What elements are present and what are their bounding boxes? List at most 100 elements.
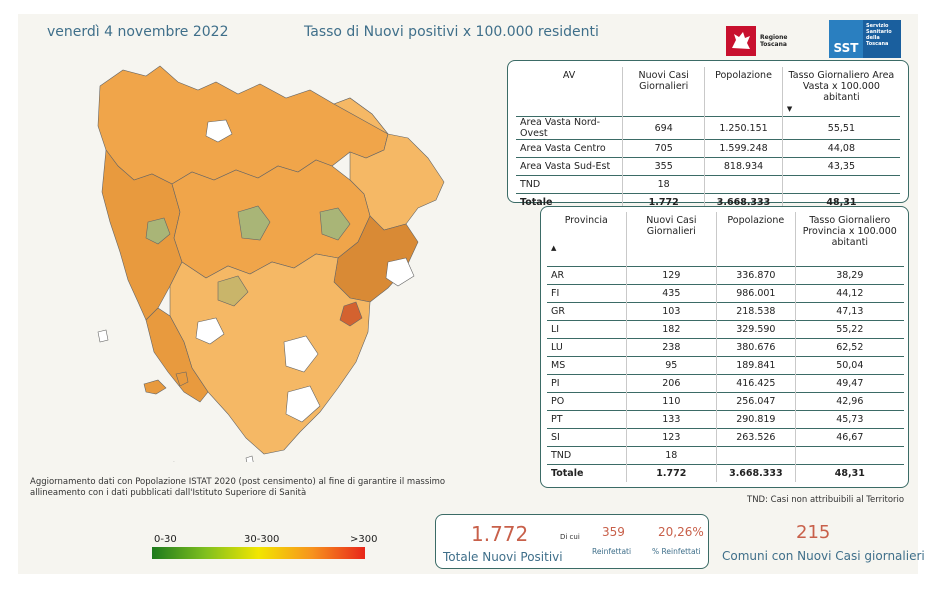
av-table-panel: AV Nuovi Casi Giornalieri Popolazione Ta…: [507, 60, 909, 211]
av-cell: 355: [622, 157, 706, 176]
report-date: venerdì 4 novembre 2022: [47, 24, 229, 40]
prov-cell: 290.819: [716, 410, 796, 429]
map-area-white-3: [195, 317, 225, 345]
prov-header-provincia[interactable]: Provincia ▲: [547, 212, 627, 267]
prov-total-cell: 1.772: [626, 464, 718, 482]
legend-low-label: 0-30: [154, 534, 177, 545]
prov-cell: 103: [626, 302, 718, 321]
prov-row[interactable]: FI 435 986.001 44,12: [547, 284, 904, 303]
av-row[interactable]: Area Vasta Centro 705 1.599.248 44,08: [516, 139, 900, 158]
prov-cell: 123: [626, 428, 718, 447]
av-header-cases[interactable]: Nuovi Casi Giornalieri: [622, 67, 706, 117]
kpi-total-label: Totale Nuovi Positivi: [443, 550, 563, 564]
av-header-area[interactable]: AV: [516, 67, 624, 117]
prov-cell: 49,47: [795, 374, 904, 393]
prov-cell: 182: [626, 320, 718, 339]
map-area-green-1: [237, 205, 271, 241]
toscana-choropleth-map[interactable]: [88, 62, 453, 471]
prov-row[interactable]: PI 206 416.425 49,47: [547, 374, 904, 393]
av-header-rate[interactable]: Tasso Giornaliero Area Vasta x 100.000 a…: [786, 70, 895, 113]
prov-cell: 986.001: [716, 284, 796, 303]
map-area-island-elba: [143, 379, 167, 395]
prov-cell: 46,67: [795, 428, 904, 447]
prov-row[interactable]: LI 182 329.590 55,22: [547, 320, 904, 339]
kpi-total-value: 1.772: [471, 522, 529, 546]
prov-cell: 189.841: [716, 356, 796, 375]
prov-cell: 218.538: [716, 302, 796, 321]
prov-cell: 44,12: [795, 284, 904, 303]
prov-cell: 42,96: [795, 392, 904, 411]
prov-cell: PO: [547, 392, 627, 411]
prov-row[interactable]: TND 18: [547, 446, 904, 465]
kpi-comuni-label: Comuni con Nuovi Casi giornalieri: [722, 549, 925, 563]
map-area-island-small: [97, 329, 109, 343]
prov-cell: 129: [626, 266, 718, 285]
prov-row[interactable]: LU 238 380.676 62,52: [547, 338, 904, 357]
map-area-white-4: [385, 257, 415, 287]
kpi-reinfected-value: 359: [602, 525, 625, 539]
av-row[interactable]: Area Vasta Nord-Ovest 694 1.250.151 55,51: [516, 116, 900, 140]
legend-gradient-bar: [152, 547, 365, 559]
prov-cell: 256.047: [716, 392, 796, 411]
prov-cell: AR: [547, 266, 627, 285]
av-cell: 694: [622, 116, 706, 140]
prov-total-cell: 3.668.333: [716, 464, 796, 482]
prov-cell: GR: [547, 302, 627, 321]
prov-row[interactable]: PO 110 256.047 42,96: [547, 392, 904, 411]
prov-cell: 110: [626, 392, 718, 411]
prov-cell: LU: [547, 338, 627, 357]
av-cell: 818.934: [704, 157, 783, 176]
av-cell: [782, 175, 900, 194]
prov-header-rate[interactable]: Tasso Giornaliero Provincia x 100.000 ab…: [802, 215, 897, 248]
prov-row[interactable]: AR 129 336.870 38,29: [547, 266, 904, 285]
map-area-north: [97, 65, 389, 185]
prov-row[interactable]: PT 133 290.819 45,73: [547, 410, 904, 429]
map-area-white-1: [283, 335, 319, 373]
prov-cell: 329.590: [716, 320, 796, 339]
av-cell: [704, 175, 783, 194]
prov-cell: [795, 446, 904, 465]
sort-desc-icon[interactable]: ▼: [786, 105, 793, 113]
av-cell: 55,51: [782, 116, 900, 140]
prov-total-row: Totale 1.772 3.668.333 48,31: [547, 464, 904, 482]
prov-row[interactable]: SI 123 263.526 46,67: [547, 428, 904, 447]
prov-total-cell: Totale: [547, 464, 627, 482]
av-header-population[interactable]: Popolazione: [704, 67, 783, 117]
prov-cell: 62,52: [795, 338, 904, 357]
av-row[interactable]: TND 18: [516, 175, 900, 194]
legend-mid-label: 30-300: [244, 534, 280, 545]
prov-header-cases[interactable]: Nuovi Casi Giornalieri: [626, 212, 718, 267]
kpi-comuni-value: 215: [796, 522, 831, 543]
map-area-white-5: [205, 119, 233, 143]
sort-asc-icon[interactable]: ▲: [551, 244, 557, 252]
map-area-south-west: [145, 307, 209, 403]
legend-high-label: >300: [350, 534, 378, 545]
av-row[interactable]: Area Vasta Sud-Est 355 818.934 43,35: [516, 157, 900, 176]
prov-header-population[interactable]: Popolazione: [716, 212, 796, 267]
province-table-panel: Provincia ▲ Nuovi Casi Giornalieri Popol…: [540, 206, 909, 488]
color-legend: 0-30 30-300 >300: [152, 534, 377, 559]
prov-cell: 133: [626, 410, 718, 429]
prov-cell: 45,73: [795, 410, 904, 429]
sst-logo-label: Servizio Sanitario della Toscana: [863, 20, 901, 58]
prov-cell: 336.870: [716, 266, 796, 285]
sst-logo: SST Servizio Sanitario della Toscana: [829, 20, 901, 58]
map-area-green-4: [145, 217, 171, 245]
kpi-percent-value: 20,26%: [658, 525, 704, 539]
prov-row[interactable]: MS 95 189.841 50,04: [547, 356, 904, 375]
tnd-note: TND: Casi non attribuibili al Territorio: [747, 495, 905, 505]
regione-toscana-logo: Regione Toscana: [726, 24, 816, 58]
prov-cell: FI: [547, 284, 627, 303]
av-cell: Area Vasta Sud-Est: [516, 157, 624, 176]
kpi-reinfected-label: Reinfettati: [592, 547, 632, 556]
av-cell: TND: [516, 175, 624, 194]
prov-cell: 263.526: [716, 428, 796, 447]
map-area-red: [339, 301, 363, 327]
prov-cell: 38,29: [795, 266, 904, 285]
prov-row[interactable]: GR 103 218.538 47,13: [547, 302, 904, 321]
av-cell: 44,08: [782, 139, 900, 158]
prov-cell: 95: [626, 356, 718, 375]
av-cell: 1.599.248: [704, 139, 783, 158]
prov-cell: 238: [626, 338, 718, 357]
prov-cell: [716, 446, 796, 465]
